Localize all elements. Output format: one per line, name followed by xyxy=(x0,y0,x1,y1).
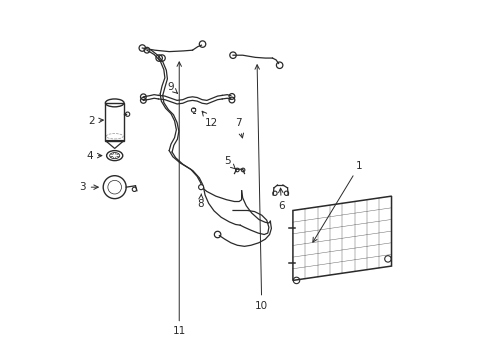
Text: 10: 10 xyxy=(254,65,268,311)
Text: 11: 11 xyxy=(172,62,185,336)
Text: 8: 8 xyxy=(197,194,203,210)
Text: 5: 5 xyxy=(224,156,235,169)
Text: 2: 2 xyxy=(88,116,103,126)
Text: 7: 7 xyxy=(235,118,243,138)
Text: 12: 12 xyxy=(202,111,218,128)
Text: 1: 1 xyxy=(312,161,362,242)
Text: 9: 9 xyxy=(167,82,177,93)
Text: 3: 3 xyxy=(79,182,98,192)
Bar xyxy=(105,103,124,140)
Text: 6: 6 xyxy=(278,188,284,211)
Text: 4: 4 xyxy=(86,150,102,161)
Circle shape xyxy=(198,185,203,190)
